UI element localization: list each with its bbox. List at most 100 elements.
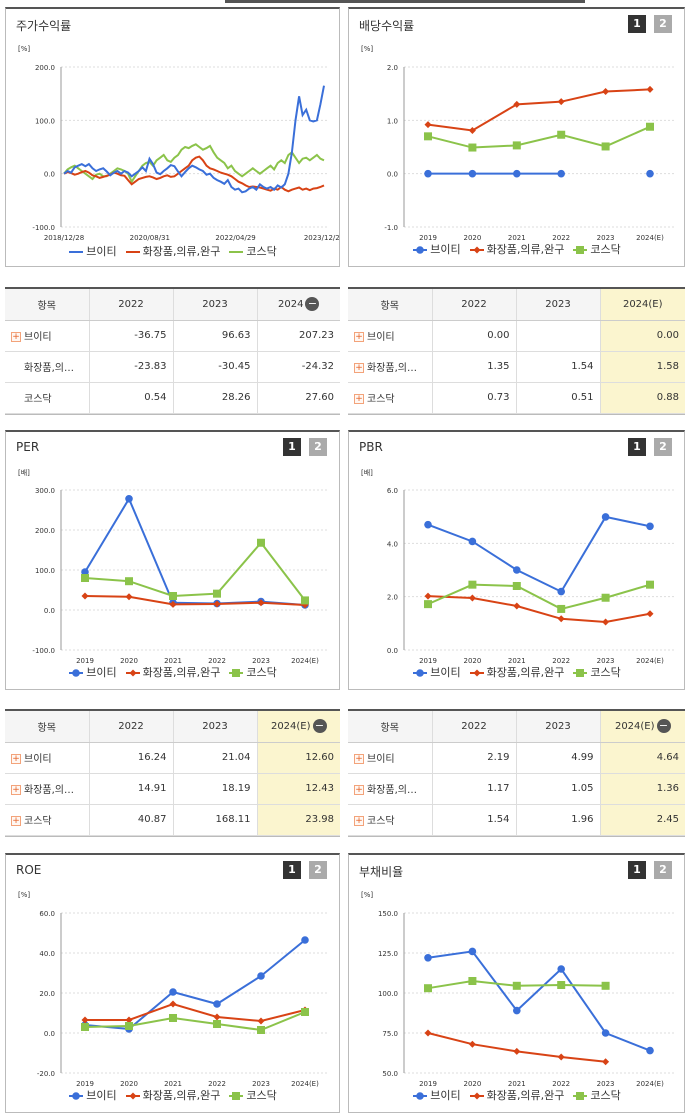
kosdaq-point[interactable] (601, 981, 610, 990)
expand-plus-icon[interactable]: + (354, 332, 364, 342)
cos-point[interactable] (602, 1058, 610, 1066)
kosdaq-point[interactable] (646, 580, 654, 589)
kosdaq-point[interactable] (468, 143, 477, 152)
vt-point[interactable] (468, 947, 477, 956)
cos-point[interactable] (257, 599, 265, 607)
kosdaq-point[interactable] (301, 596, 309, 605)
expand-plus-icon[interactable]: + (354, 754, 364, 764)
legend-item-cos[interactable]: 화장품,의류,완구 (125, 664, 220, 680)
cos-point[interactable] (125, 593, 133, 601)
kosdaq-point[interactable] (468, 580, 477, 589)
vt-point[interactable] (557, 965, 565, 973)
legend-item-cos[interactable]: 화장품,의류,완구 (469, 241, 564, 257)
kosdaq-point[interactable] (81, 574, 89, 582)
kosdaq-point[interactable] (125, 577, 133, 586)
legend-item-vt[interactable]: 브이티 (412, 241, 461, 257)
legend-item-kosdaq[interactable]: 코스닥 (228, 664, 277, 680)
legend-item-vt[interactable]: 브이티 (68, 664, 117, 680)
vt-point[interactable] (468, 169, 477, 178)
kosdaq-point[interactable] (169, 1014, 177, 1022)
collapse-icon[interactable]: − (305, 297, 320, 312)
expand-plus-icon[interactable]: + (354, 363, 364, 373)
kosdaq-point[interactable] (601, 142, 610, 151)
legend-item-cos[interactable]: 화장품,의류,완구 (125, 243, 220, 259)
vt-point[interactable] (646, 522, 654, 531)
vt-point[interactable] (513, 566, 521, 574)
vt-point[interactable] (301, 936, 309, 944)
kosdaq-point[interactable] (424, 132, 432, 141)
kosdaq-point[interactable] (557, 981, 566, 989)
cos-point[interactable] (513, 1047, 521, 1055)
kosdaq-point[interactable] (512, 141, 521, 150)
legend-item-cos[interactable]: 화장품,의류,완구 (125, 1087, 220, 1103)
cos-point[interactable] (424, 592, 432, 600)
expand-plus-icon[interactable]: + (354, 785, 364, 795)
kosdaq-point[interactable] (169, 592, 177, 600)
kosdaq-point[interactable] (557, 604, 566, 613)
cos-point[interactable] (602, 618, 610, 626)
debt-page-2-button[interactable]: 2 (654, 861, 672, 879)
cos-point[interactable] (468, 1040, 476, 1048)
vt-point[interactable] (513, 169, 521, 178)
roe-page-2-button[interactable]: 2 (309, 861, 327, 879)
legend-item-kosdaq[interactable]: 코스닥 (228, 1087, 277, 1103)
pbr-page-1-button[interactable]: 1 (628, 438, 646, 456)
cos-point[interactable] (257, 1017, 265, 1025)
legend-item-kosdaq[interactable]: 코스닥 (572, 241, 621, 257)
vt-point[interactable] (601, 513, 610, 521)
kosdaq-point[interactable] (424, 984, 432, 993)
legend-item-kosdaq[interactable]: 코스닥 (572, 1087, 621, 1103)
dividend-page-1-button[interactable]: 1 (628, 15, 646, 33)
kosdaq-point[interactable] (512, 981, 521, 990)
debt-page-1-button[interactable]: 1 (628, 861, 646, 879)
vt-point[interactable] (601, 1029, 610, 1037)
legend-item-kosdaq[interactable]: 코스닥 (228, 243, 277, 259)
cos-point[interactable] (557, 98, 565, 106)
kosdaq-point[interactable] (512, 582, 521, 590)
kosdaq-point[interactable] (257, 538, 265, 547)
kosdaq-point[interactable] (646, 122, 654, 131)
per-page-2-button[interactable]: 2 (309, 438, 327, 456)
kosdaq-point[interactable] (424, 600, 432, 609)
cos-point[interactable] (213, 600, 221, 608)
legend-item-vt[interactable]: 브이티 (412, 1087, 461, 1103)
kosdaq-point[interactable] (257, 1026, 265, 1034)
vt-point[interactable] (424, 954, 432, 962)
cos-point[interactable] (213, 1013, 221, 1021)
cos-point[interactable] (513, 602, 521, 610)
legend-item-cos[interactable]: 화장품,의류,완구 (469, 664, 564, 680)
vt-point[interactable] (424, 169, 432, 178)
vt-point[interactable] (213, 1000, 221, 1008)
kosdaq-point[interactable] (125, 1022, 133, 1030)
kosdaq-point[interactable] (301, 1008, 309, 1016)
dividend-page-2-button[interactable]: 2 (654, 15, 672, 33)
cos-point[interactable] (468, 594, 476, 602)
cos-point[interactable] (125, 1016, 133, 1024)
cos-point[interactable] (468, 126, 476, 134)
cos-point[interactable] (602, 88, 610, 96)
cos-point[interactable] (513, 100, 521, 108)
kosdaq-point[interactable] (557, 130, 566, 139)
vt-point[interactable] (257, 972, 265, 980)
roe-page-1-button[interactable]: 1 (283, 861, 301, 879)
vt-point[interactable] (468, 537, 477, 546)
expand-plus-icon[interactable]: + (354, 394, 364, 404)
legend-item-cos[interactable]: 화장품,의류,완구 (469, 1087, 564, 1103)
kosdaq-point[interactable] (468, 977, 477, 985)
cos-point[interactable] (424, 1029, 432, 1037)
legend-item-kosdaq[interactable]: 코스닥 (572, 664, 621, 680)
kosdaq-point[interactable] (81, 1023, 89, 1031)
collapse-icon[interactable]: − (312, 719, 327, 734)
legend-item-vt[interactable]: 브이티 (68, 243, 117, 259)
vt-point[interactable] (424, 520, 432, 529)
cos-point[interactable] (424, 121, 432, 129)
cos-point[interactable] (81, 1016, 89, 1024)
vt-point[interactable] (513, 1006, 521, 1015)
collapse-icon[interactable]: − (656, 719, 671, 734)
expand-plus-icon[interactable]: + (11, 754, 21, 764)
vt-point[interactable] (557, 587, 565, 596)
cos-point[interactable] (169, 1000, 177, 1008)
cos-point[interactable] (646, 610, 654, 618)
legend-item-vt[interactable]: 브이티 (412, 664, 461, 680)
expand-plus-icon[interactable]: + (11, 816, 21, 826)
